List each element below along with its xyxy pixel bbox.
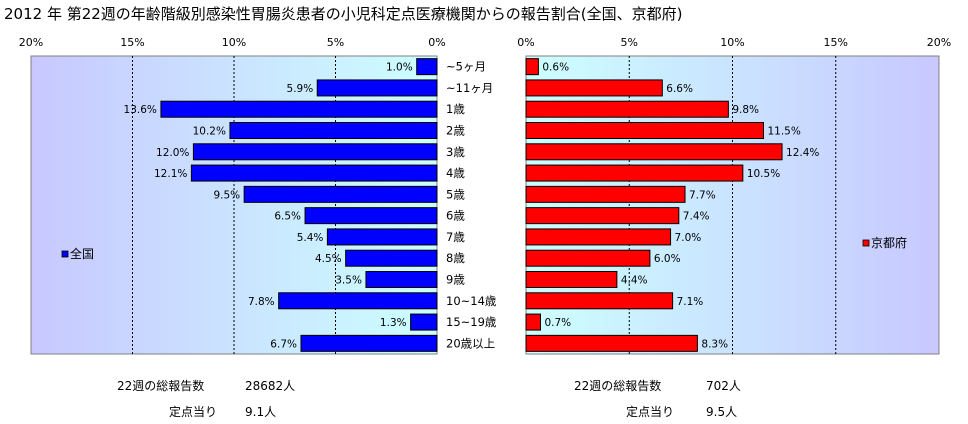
right-total-value: 702人 [706,379,741,393]
legend-label-kyoto: 京都府 [871,235,907,250]
bar-zenkoku [410,313,438,331]
tick-label-left: 20% [19,36,43,49]
legend-swatch-kyoto [862,239,870,247]
bar-zenkoku [160,100,438,118]
data-label-kyoto: 9.8% [732,104,759,116]
bar-zenkoku [229,122,438,139]
tick-label-right: 0% [517,36,534,49]
bar-zenkoku [278,292,438,310]
bar-kyoto [525,228,672,246]
tick-label-left: 15% [120,36,144,49]
bar-zenkoku [192,143,438,161]
data-label-zenkoku: 13.6% [124,104,157,116]
bar-zenkoku [365,271,438,288]
data-label-kyoto: 12.4% [786,147,819,159]
bar-kyoto [525,249,651,267]
category-label: ~11ヶ月 [446,81,493,95]
data-label-zenkoku: 3.5% [335,275,362,287]
right-per-value: 9.5人 [706,405,738,419]
tick-label-left: 0% [428,36,445,49]
category-label: 7歳 [446,230,465,244]
bar-kyoto [525,58,539,76]
category-label: 10~14歳 [446,294,497,308]
bar-kyoto [525,313,541,331]
category-label: 15~19歳 [446,315,497,329]
category-label: 8歳 [446,251,465,265]
tick-label-right: 20% [927,36,951,49]
data-label-kyoto: 11.5% [767,126,800,138]
page-title: 2012 年 第22週の年齢階級別感染性胃腸炎患者の小児科定点医療機関からの報告… [4,5,683,23]
data-label-zenkoku: 1.3% [380,317,407,329]
bar-kyoto [525,79,663,97]
legend-label-zenkoku: 全国 [70,246,94,261]
category-label: 20歳以上 [446,336,495,350]
tick-label-right: 5% [621,36,638,49]
bar-kyoto [525,271,618,288]
bar-zenkoku [243,185,438,203]
bar-zenkoku [345,249,438,267]
left-total-label: 22週の総報告数 [117,379,205,393]
data-label-kyoto: 8.3% [701,338,728,350]
tick-label-right: 15% [824,36,848,49]
data-label-zenkoku: 4.5% [315,253,342,265]
bar-kyoto [525,122,764,139]
bar-kyoto [525,292,674,310]
left-total-value: 28682人 [245,379,296,393]
category-label: ~5ヶ月 [446,60,486,74]
data-label-zenkoku: 6.5% [274,211,301,223]
data-label-zenkoku: 6.7% [270,338,297,350]
right-total-label: 22週の総報告数 [574,379,662,393]
data-label-kyoto: 7.0% [675,232,702,244]
tick-label-left: 5% [327,36,344,49]
tick-label-right: 10% [720,36,744,49]
data-label-kyoto: 7.1% [677,296,704,308]
data-label-zenkoku: 5.4% [297,232,324,244]
legend-swatch-zenkoku [61,250,69,258]
data-label-kyoto: 7.4% [683,211,710,223]
data-label-kyoto: 0.7% [544,317,571,329]
bar-kyoto [525,100,729,118]
left-per-value: 9.1人 [245,405,277,419]
category-label: 6歳 [446,209,465,223]
bar-kyoto [525,207,680,225]
data-label-zenkoku: 5.9% [287,83,314,95]
bar-kyoto [525,143,783,161]
bar-kyoto [525,334,698,352]
data-label-zenkoku: 7.8% [248,296,275,308]
category-label: 2歳 [446,124,465,138]
tick-label-left: 10% [222,36,246,49]
data-label-zenkoku: 10.2% [193,126,226,138]
bar-kyoto [525,185,686,203]
bar-zenkoku [416,58,438,76]
left-per-label: 定点当り [169,405,218,419]
bar-zenkoku [316,79,438,97]
right-per-label: 定点当り [626,405,675,419]
data-label-zenkoku: 12.0% [156,147,189,159]
bar-zenkoku [326,228,438,246]
bar-zenkoku [300,334,438,352]
data-label-kyoto: 4.4% [621,275,648,287]
data-label-kyoto: 0.6% [542,62,569,74]
data-label-kyoto: 6.6% [666,83,693,95]
data-label-kyoto: 6.0% [654,253,681,265]
data-label-zenkoku: 12.1% [154,168,187,180]
category-label: 4歳 [446,166,465,180]
data-label-zenkoku: 9.5% [213,189,240,201]
bar-zenkoku [304,207,438,225]
category-label: 9歳 [446,273,465,287]
bar-kyoto [525,164,744,182]
bar-zenkoku [190,164,438,182]
category-label: 3歳 [446,145,465,159]
data-label-kyoto: 10.5% [747,168,780,180]
category-label: 5歳 [446,187,465,201]
category-label: 1歳 [446,102,465,116]
data-label-kyoto: 7.7% [689,189,716,201]
data-label-zenkoku: 1.0% [386,62,413,74]
